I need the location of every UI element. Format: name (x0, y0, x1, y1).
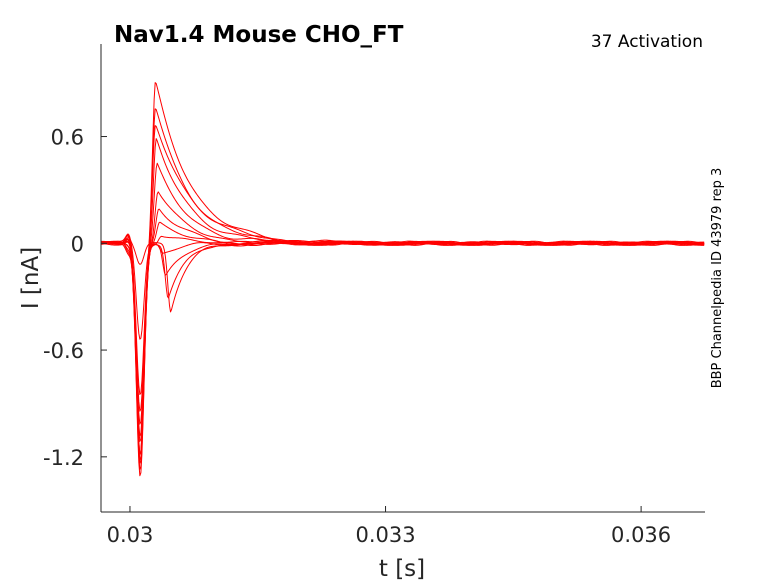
current-trace (100, 233, 705, 340)
current-trace (100, 82, 705, 437)
x-tick-label: 0.036 (611, 523, 671, 547)
side-label: BBP Channelpedia ID 43979 rep 3 (710, 168, 725, 389)
y-tick-label: -0.6 (43, 339, 84, 363)
y-tick-group: -1.2 -0.6 0 0.6 (43, 126, 107, 470)
y-tick-label: 0 (71, 232, 84, 256)
chart-subtitle: 37 Activation (591, 32, 703, 52)
current-trace (100, 162, 705, 477)
current-trace (100, 234, 705, 396)
current-trace (100, 240, 705, 425)
y-tick-label: -1.2 (43, 446, 84, 470)
y-tick-label: 0.6 (51, 126, 84, 150)
current-trace (100, 125, 705, 412)
chart-title: Nav1.4 Mouse CHO_FT (114, 22, 404, 48)
current-trace (100, 221, 705, 455)
current-trace (100, 191, 705, 470)
x-axis-label: t [s] (379, 556, 425, 582)
current-trace (100, 237, 705, 313)
x-tick-label: 0.03 (107, 523, 154, 547)
current-trace (100, 108, 705, 455)
trace-group (100, 82, 705, 477)
current-trace (101, 208, 705, 461)
current-trace (100, 235, 705, 442)
y-axis-label: I [nA] (18, 247, 44, 309)
x-tick-label: 0.033 (355, 523, 415, 547)
x-tick-group: 0.03 0.033 0.036 (107, 506, 671, 547)
